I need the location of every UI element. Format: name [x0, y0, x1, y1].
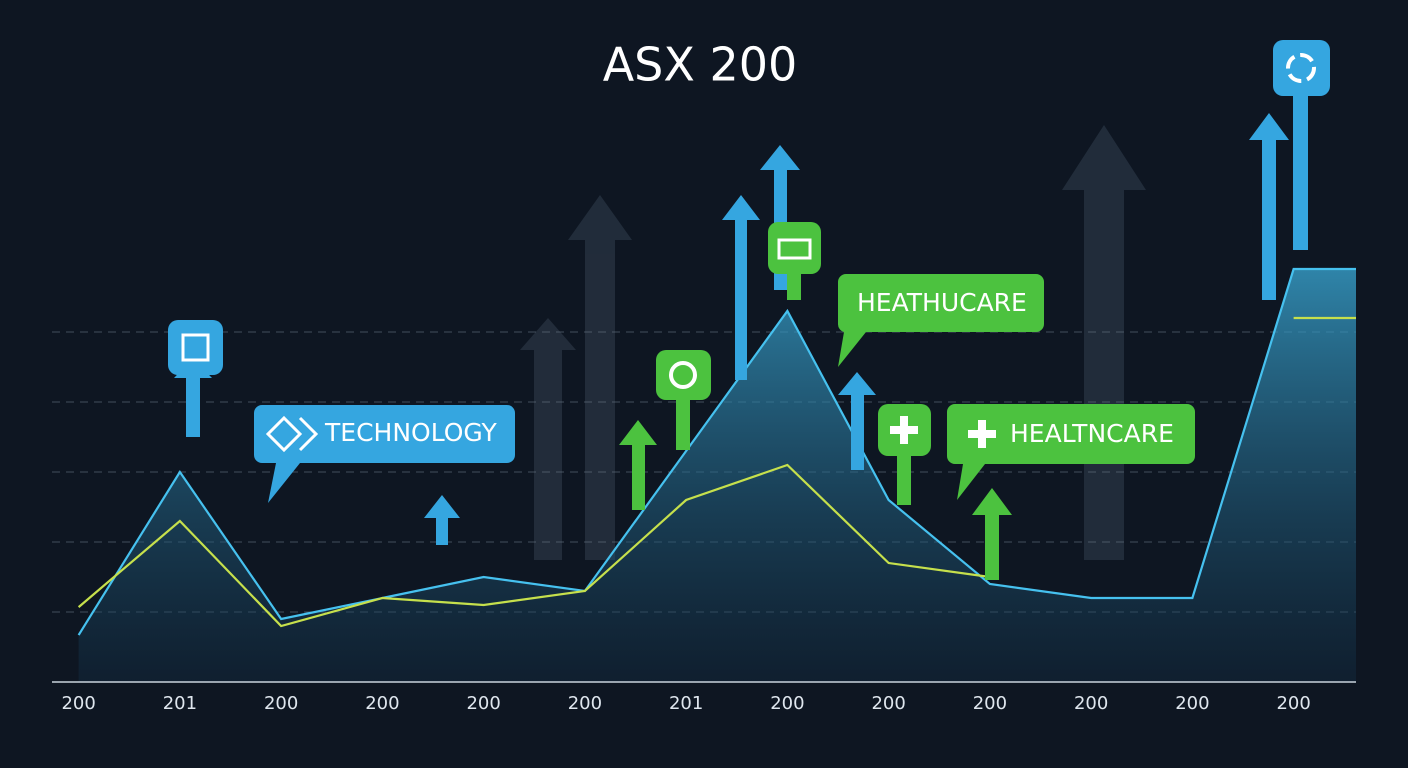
callouts: TECHNOLOGY HEATHUCARE HEALTNCARE — [254, 274, 1195, 503]
x-tick-label: 201 — [163, 693, 197, 714]
plot-area — [52, 267, 1356, 682]
annotation: HEALTNCARE — [1010, 419, 1174, 448]
x-tick-label: 200 — [466, 693, 500, 714]
x-tick-label: 200 — [1175, 693, 1209, 714]
x-tick-label: 200 — [871, 693, 905, 714]
chart-title: ASX 200 — [603, 38, 798, 92]
area — [78, 269, 1356, 682]
x-tick-label: 200 — [1074, 693, 1108, 714]
annotation: HEATHUCARE — [857, 288, 1027, 317]
line — [77, 463, 991, 628]
arrows — [174, 95, 1308, 580]
x-tick-label: 200 — [973, 693, 1007, 714]
x-tick-label: 200 — [1276, 693, 1310, 714]
x-tick-label: 200 — [61, 693, 95, 714]
icons — [168, 40, 1330, 456]
x-tick-label: 200 — [264, 693, 298, 714]
x-tick-label: 201 — [669, 693, 703, 714]
line — [77, 267, 1356, 636]
annotation: TECHNOLOGY — [324, 418, 498, 447]
background-arrows — [520, 125, 1146, 560]
x-tick-label: 200 — [568, 693, 602, 714]
x-tick-label: 200 — [770, 693, 804, 714]
x-tick-label: 200 — [365, 693, 399, 714]
